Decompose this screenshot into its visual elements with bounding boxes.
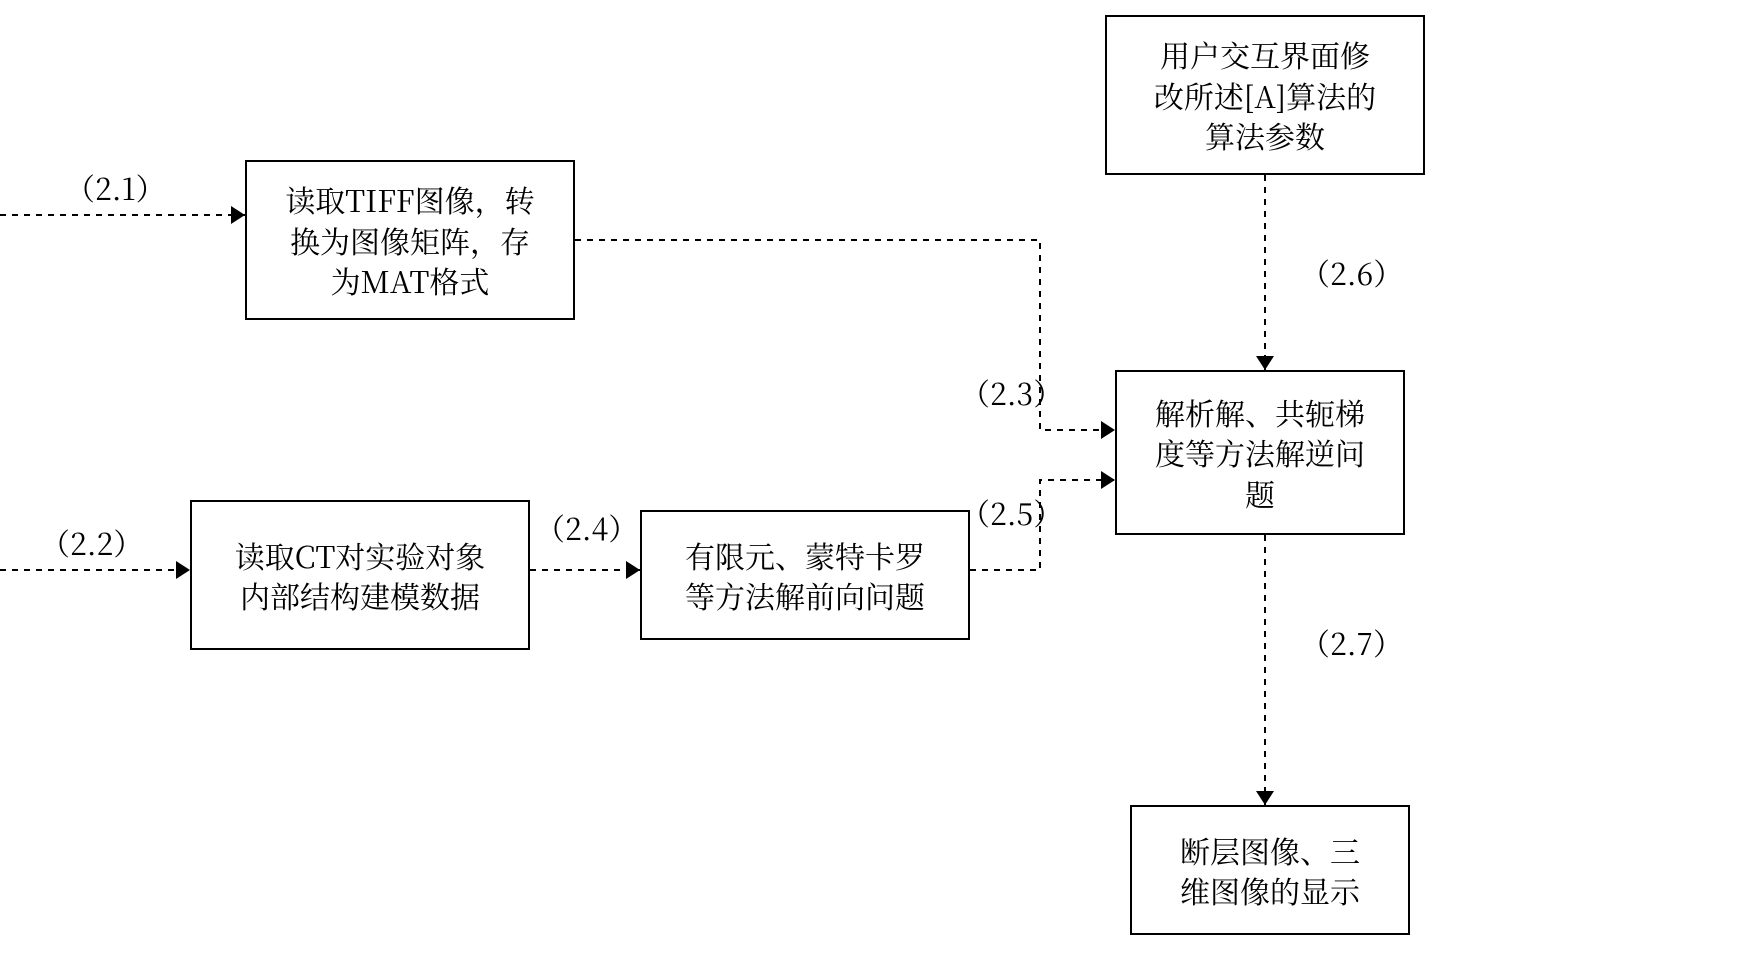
node-label: 解析解、共轭梯度等方法解逆问题 (1155, 392, 1365, 514)
node-label: 读取CT对实验对象内部结构建模数据 (235, 535, 486, 616)
edge-label-2-4: （2.4） (535, 505, 638, 549)
node-label: 用户交互界面修改所述[A]算法的算法参数 (1154, 34, 1376, 156)
edge-label-2-3: （2.3） (960, 370, 1063, 414)
flowchart-canvas: 读取TIFF图像，转换为图像矩阵，存为MAT格式 读取CT对实验对象内部结构建模… (0, 0, 1741, 974)
node-read-ct: 读取CT对实验对象内部结构建模数据 (190, 500, 530, 650)
node-ui-params: 用户交互界面修改所述[A]算法的算法参数 (1105, 15, 1425, 175)
edge-label-2-5: （2.5） (960, 490, 1063, 534)
node-read-tiff: 读取TIFF图像，转换为图像矩阵，存为MAT格式 (245, 160, 575, 320)
node-label: 读取TIFF图像，转换为图像矩阵，存为MAT格式 (285, 179, 534, 301)
node-inverse-problem: 解析解、共轭梯度等方法解逆问题 (1115, 370, 1405, 535)
edges-layer (0, 0, 1741, 974)
edge-label-2-7: （2.7） (1300, 620, 1403, 664)
edge-label-2-6: （2.6） (1300, 250, 1403, 294)
node-forward-problem: 有限元、蒙特卡罗等方法解前向问题 (640, 510, 970, 640)
node-label: 有限元、蒙特卡罗等方法解前向问题 (685, 535, 925, 616)
node-display: 断层图像、三维图像的显示 (1130, 805, 1410, 935)
edge-label-2-1: （2.1） (65, 165, 166, 209)
edge-label-2-2: （2.2） (40, 520, 143, 564)
node-label: 断层图像、三维图像的显示 (1180, 830, 1360, 911)
